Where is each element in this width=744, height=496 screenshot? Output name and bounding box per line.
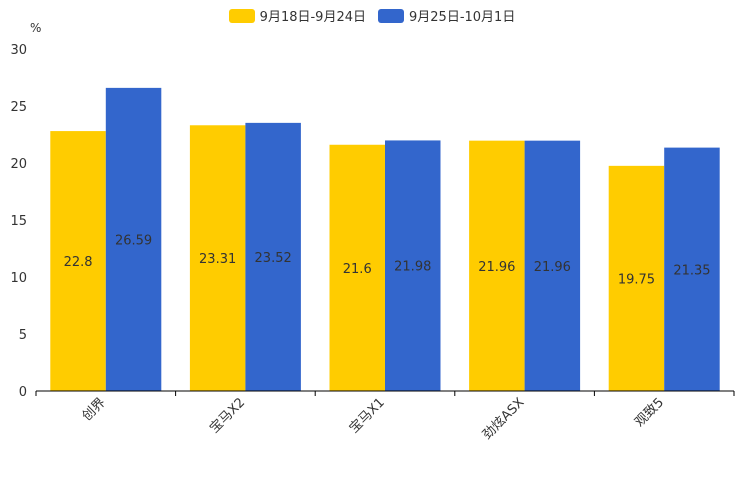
y-tick-label-2: 10 [10,271,27,286]
bar-s2-0 [105,87,162,392]
x-tick-label-1: 宝马X2 [207,395,248,436]
bar-s2-1 [245,122,301,391]
bar-s1-3 [469,140,525,391]
y-tick-label-5: 25 [10,100,27,115]
y-axis-unit: % [30,21,42,35]
legend-item-series-2[interactable]: 9月25日-10月1日 [378,6,515,25]
data-label-s1-4: 19.75 [618,272,655,287]
bar-s1-4 [608,165,665,391]
x-tick-label-3: 劲炫ASX [479,394,527,442]
y-tick-label-3: 15 [10,214,27,229]
data-label-s1-3: 21.96 [478,260,515,275]
data-label-s2-2: 21.98 [394,260,431,275]
bar-s1-0 [50,131,106,391]
x-tick-label-2: 宝马X1 [347,395,388,436]
bar-s1-2 [329,144,385,391]
y-tick-label-4: 20 [10,157,27,172]
legend-label-series-2: 9月25日-10月1日 [409,10,516,25]
bar-s1-1 [189,125,246,392]
y-tick-label-6: 30 [10,43,27,58]
data-label-s2-1: 23.52 [255,251,292,266]
y-tick-label-0: 0 [19,385,27,400]
data-label-s1-1: 23.31 [199,252,236,267]
bar-s2-2 [385,140,441,391]
legend-label-series-1: 9月18日-9月24日 [259,10,366,25]
data-label-s1-2: 21.6 [343,262,372,277]
data-label-s2-0: 26.59 [115,233,152,248]
y-tick-label-1: 5 [19,328,27,343]
legend: 9月18日-9月24日 9月25日-10月1日 [0,6,744,25]
bar-s2-3 [524,140,581,391]
data-label-s2-3: 21.96 [534,260,571,275]
legend-item-series-1[interactable]: 9月18日-9月24日 [228,6,366,25]
data-label-s1-0: 22.8 [64,255,93,270]
legend-swatch-series-2 [378,8,404,23]
x-tick-label-0: 创界 [80,395,109,424]
bar-s2-4 [664,147,720,391]
x-tick-label-4: 观致5 [632,395,667,430]
data-label-s2-4: 21.35 [673,263,710,278]
legend-swatch-series-1 [228,8,255,23]
